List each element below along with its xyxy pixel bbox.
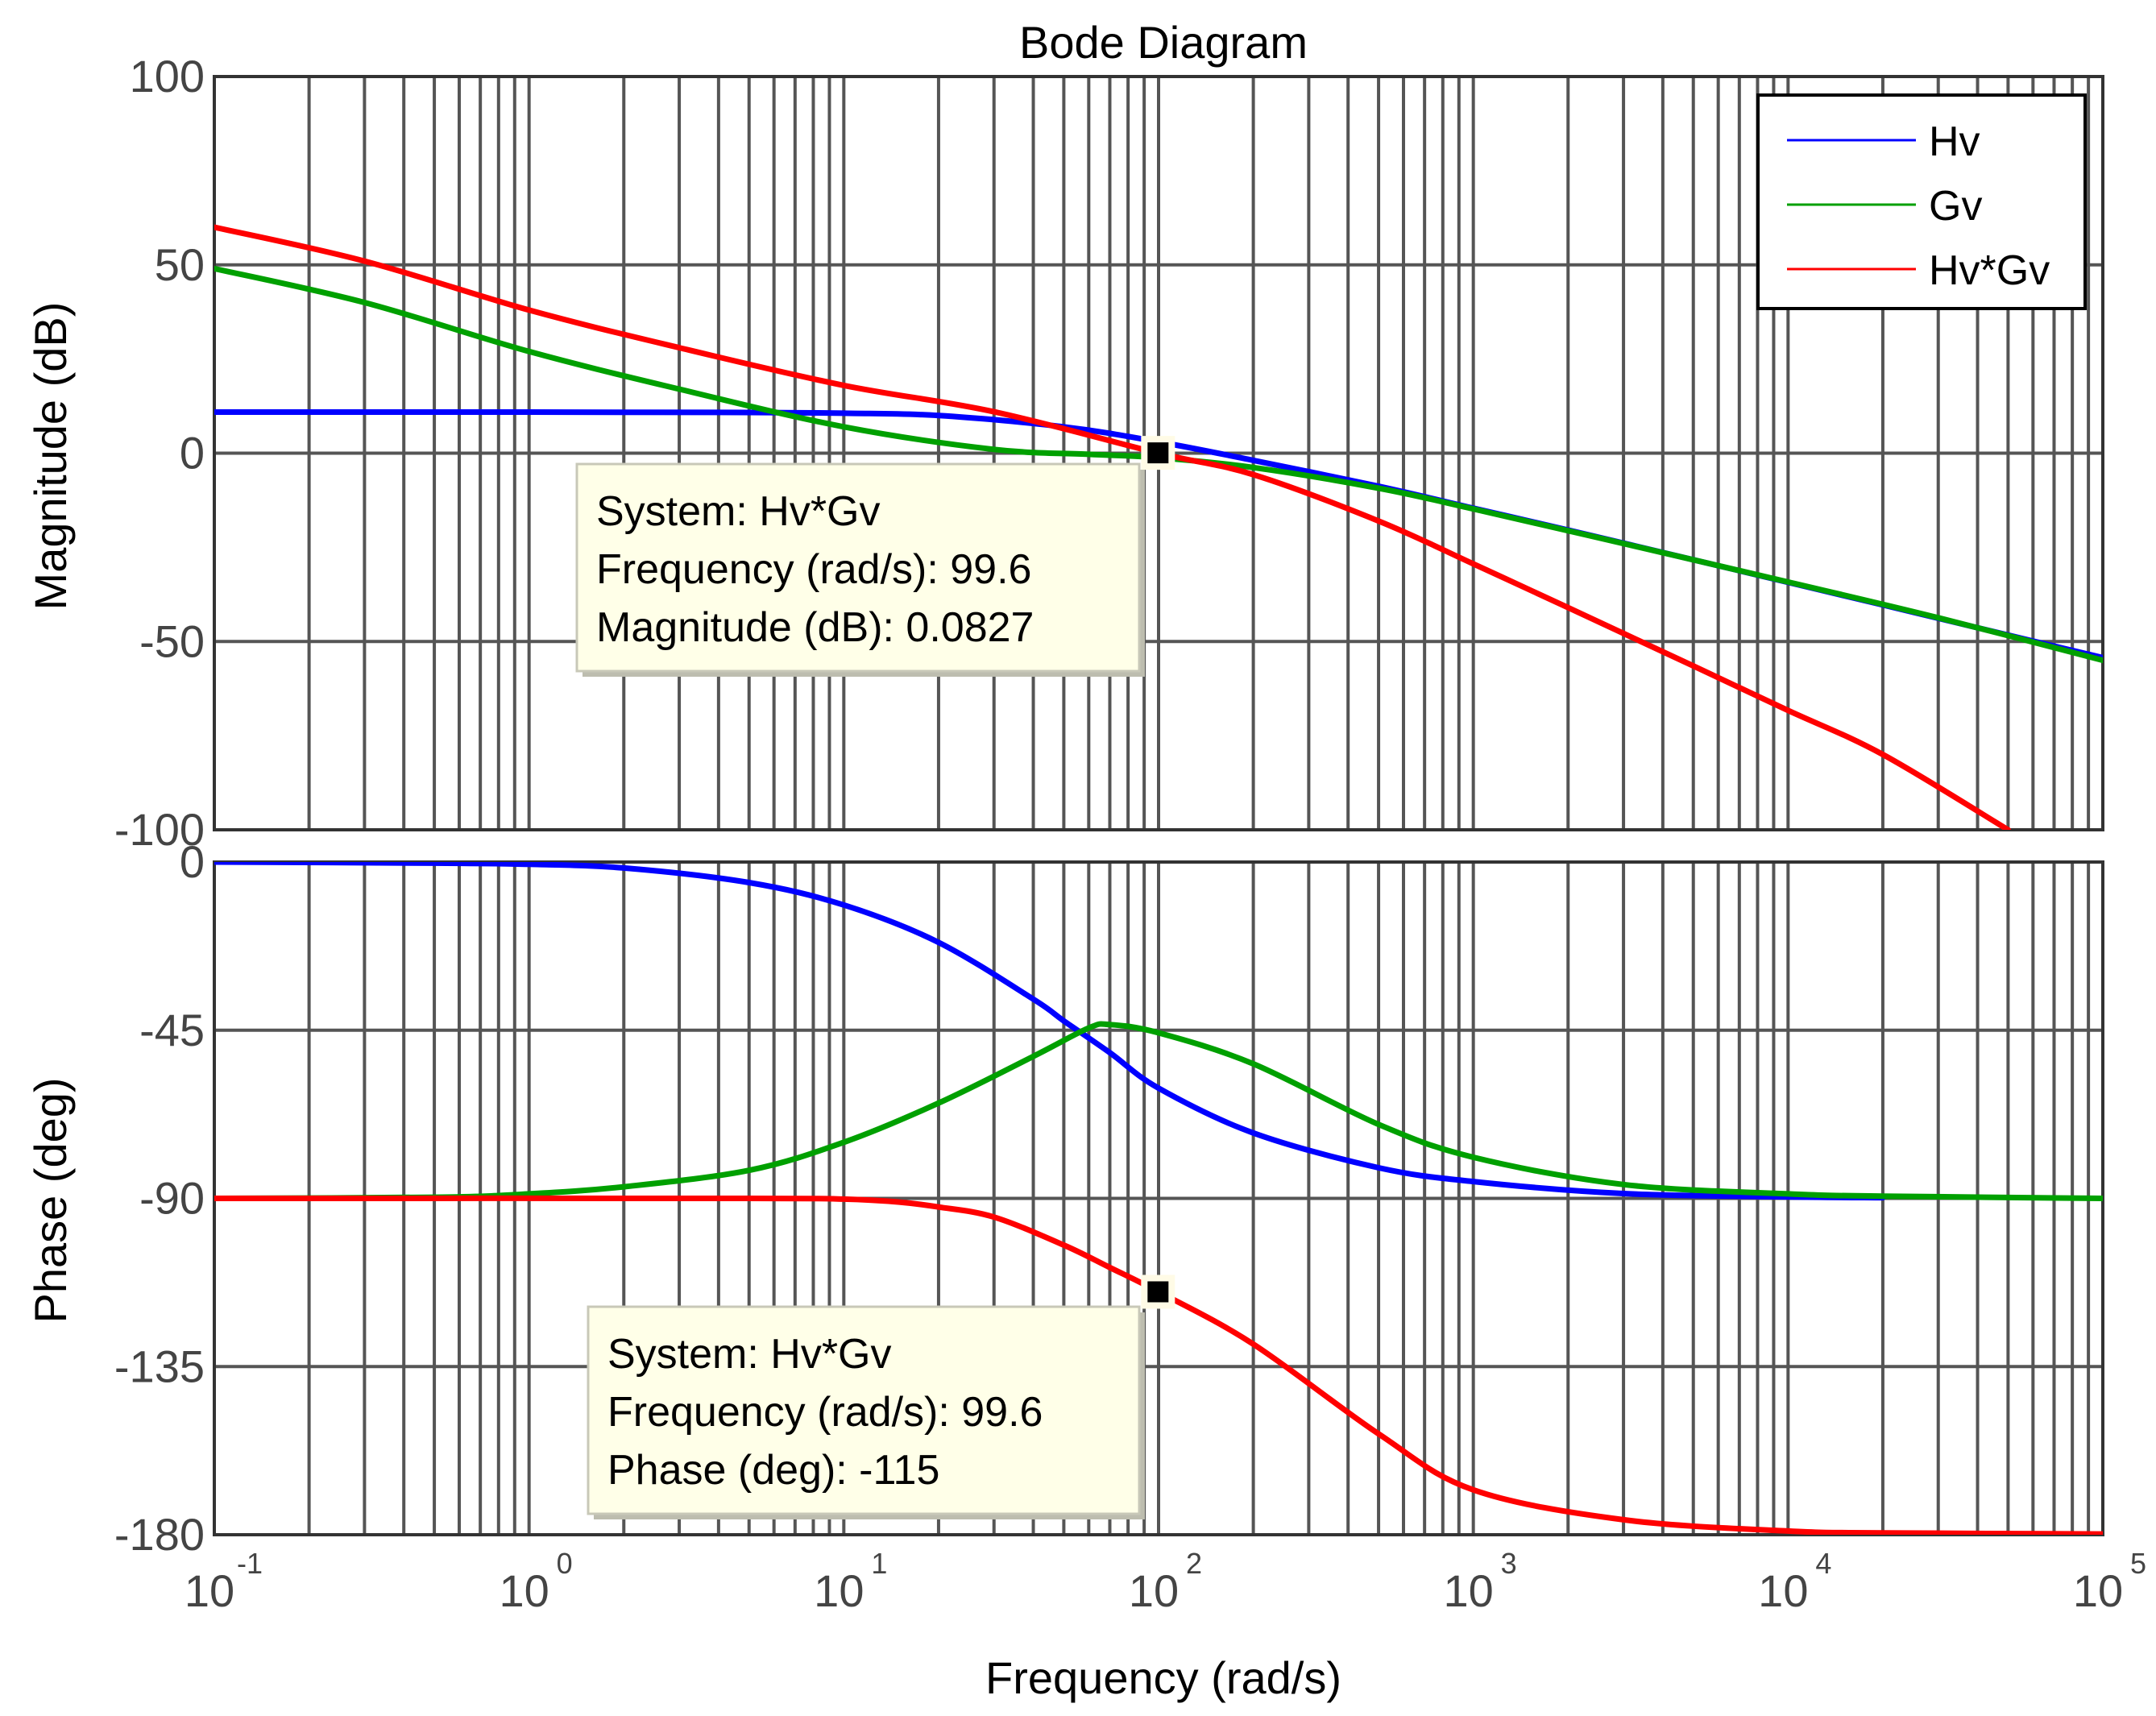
legend-box (1756, 93, 2087, 310)
legend-label-hv: Hv (1929, 118, 1980, 165)
x-tick-label: 10 (1758, 1565, 1808, 1616)
datatip-line: Frequency (rad/s): 99.6 (607, 1389, 1043, 1436)
datatip-phase[interactable] (587, 1305, 1141, 1515)
x-tick-label: 10 (814, 1565, 864, 1616)
data-marker[interactable] (1147, 1281, 1169, 1303)
x-tick-exponent: 4 (1815, 1547, 1831, 1580)
y-tick-label: -50 (139, 616, 205, 666)
x-tick-exponent: 2 (1186, 1547, 1202, 1580)
datatip-line: System: Hv*Gv (596, 488, 881, 535)
y-tick-label: 0 (180, 428, 205, 479)
datatip-line: Frequency (rad/s): 99.6 (596, 546, 1031, 593)
y-tick-label: -90 (139, 1173, 205, 1224)
series-gv-line[interactable] (214, 1021, 2103, 1201)
legend[interactable]: Hv Gv Hv*Gv (1756, 93, 2087, 310)
data-tips[interactable]: System: Hv*Gv Frequency (rad/s): 99.6 Magn… (575, 462, 1145, 1519)
x-tick-exponent: 5 (2130, 1547, 2146, 1580)
magnitude-axis-title: Magnitude (dB) (25, 302, 76, 611)
x-tick-exponent: 3 (1501, 1547, 1517, 1580)
datatip-line: Magnitude (dB): 0.0827 (596, 604, 1034, 651)
series-hv-gv-line[interactable] (214, 224, 2011, 830)
phase-axis-title: Phase (deg) (25, 1077, 76, 1323)
datatip-line: Phase (deg): -115 (607, 1447, 939, 1494)
y-tick-label: -135 (114, 1341, 205, 1391)
x-tick-label: 10 (500, 1565, 549, 1616)
y-tick-label: -45 (139, 1005, 205, 1055)
data-marker[interactable] (1147, 442, 1169, 464)
chart-title: Bode Diagram (1019, 17, 1308, 68)
legend-label-hv-gv: Hv*Gv (1929, 247, 2050, 294)
datatip-line: System: Hv*Gv (607, 1331, 892, 1378)
x-axis-title: Frequency (rad/s) (985, 1652, 1341, 1703)
x-tick-exponent: 0 (557, 1547, 573, 1580)
x-tick-exponent: -1 (237, 1547, 263, 1580)
plot-frame (213, 75, 2104, 831)
y-tick-label: 0 (180, 836, 205, 887)
x-tick-label: 10 (1129, 1565, 1179, 1616)
x-tick-label: 10 (1444, 1565, 1494, 1616)
y-tick-label: 50 (155, 239, 205, 290)
legend-label-gv: Gv (1929, 183, 1982, 230)
x-tick-exponent: 1 (871, 1547, 887, 1580)
y-tick-label: -100 (114, 804, 205, 855)
y-tick-label: -180 (114, 1509, 205, 1560)
datatip-magnitude[interactable] (575, 462, 1141, 673)
x-tick-label: 10 (185, 1565, 234, 1616)
series-hv-line[interactable] (214, 862, 1886, 1201)
x-tick-label: 10 (2073, 1565, 2123, 1616)
phase-plot[interactable]: 0 -45 -90 -135 -180 (114, 836, 2104, 1560)
y-tick-label: 100 (130, 51, 205, 102)
